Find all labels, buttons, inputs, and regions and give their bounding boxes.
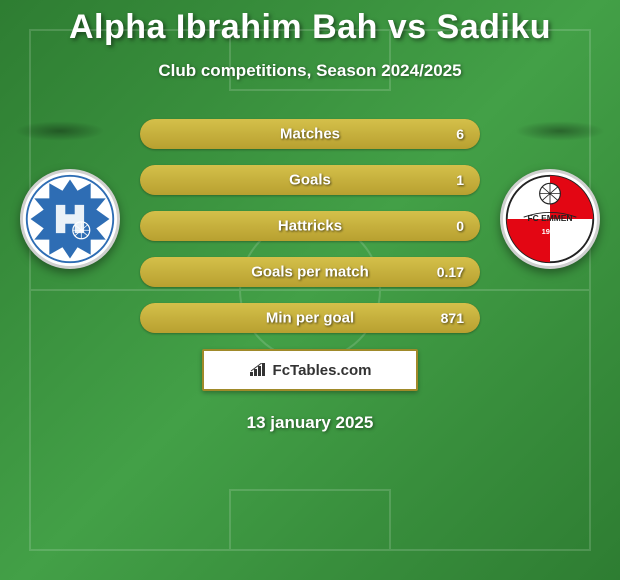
shadow-left: [15, 121, 105, 141]
team-badge-left: [20, 169, 120, 269]
emmen-logo-icon: FC EMMEN 1925: [503, 172, 597, 266]
stat-value: 0: [456, 218, 464, 234]
stat-row-min-per-goal: Min per goal 871: [140, 303, 480, 333]
eindhoven-logo-icon: [23, 172, 117, 266]
svg-text:1925: 1925: [542, 227, 559, 236]
stat-label: Goals per match: [140, 264, 480, 281]
stat-row-hattricks: Hattricks 0: [140, 211, 480, 241]
page-subtitle: Club competitions, Season 2024/2025: [0, 61, 620, 81]
stat-label: Hattricks: [140, 218, 480, 235]
stat-row-goals: Goals 1: [140, 165, 480, 195]
stats-list: Matches 6 Goals 1 Hattricks 0 Goals per …: [140, 119, 480, 333]
date-label: 13 january 2025: [0, 413, 620, 433]
stat-label: Goals: [140, 172, 480, 189]
brand-box[interactable]: FcTables.com: [202, 349, 418, 391]
brand-label: FcTables.com: [273, 362, 372, 379]
stat-row-goals-per-match: Goals per match 0.17: [140, 257, 480, 287]
comparison-content: FC EMMEN 1925 Matches 6 Goals 1 Hattrick…: [0, 119, 620, 433]
stat-value: 871: [441, 310, 464, 326]
stat-value: 1: [456, 172, 464, 188]
svg-text:FC EMMEN: FC EMMEN: [527, 213, 572, 223]
page-title: Alpha Ibrahim Bah vs Sadiku: [0, 0, 620, 47]
stat-label: Matches: [140, 126, 480, 143]
stat-row-matches: Matches 6: [140, 119, 480, 149]
stat-value: 0.17: [437, 264, 464, 280]
bar-chart-icon: [249, 363, 267, 377]
stat-label: Min per goal: [140, 310, 480, 327]
stat-value: 6: [456, 126, 464, 142]
shadow-right: [515, 121, 605, 141]
team-badge-right: FC EMMEN 1925: [500, 169, 600, 269]
